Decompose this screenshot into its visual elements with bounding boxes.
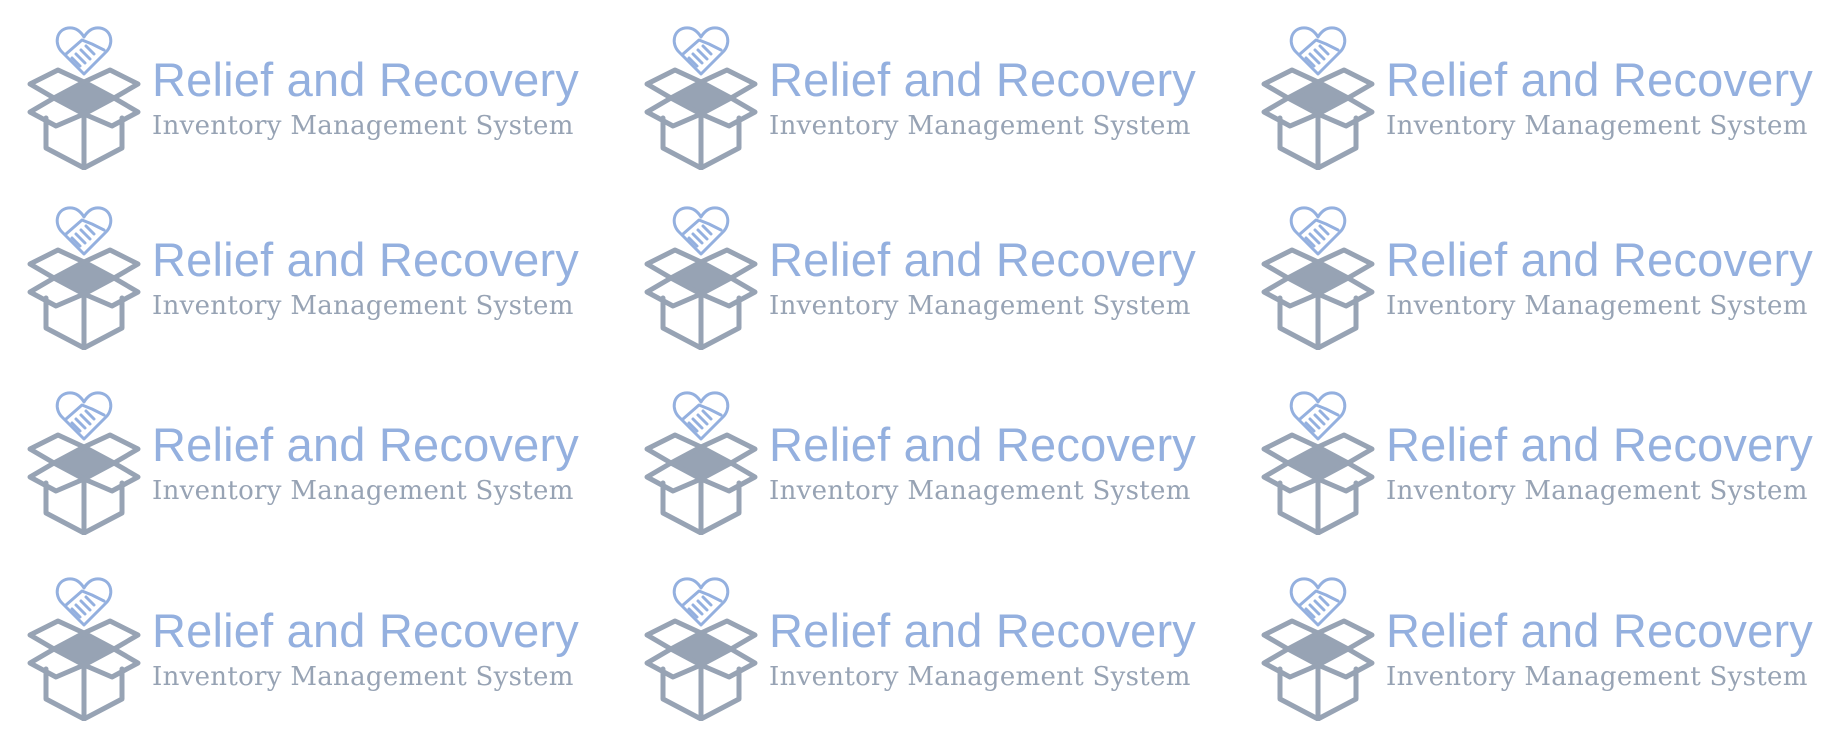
box-with-heart-handshake-icon [1261, 577, 1375, 721]
logo-tile-r3-c3: Relief and Recovery Inventory Management… [1234, 365, 1824, 535]
logo-tile-r1-c1: Relief and Recovery Inventory Management… [0, 0, 590, 170]
logo-tile-r2-c3: Relief and Recovery Inventory Management… [1234, 180, 1824, 350]
box-with-heart-handshake-icon [644, 577, 758, 721]
brand-subtitle: Inventory Management System [1386, 291, 1808, 321]
logo-tile-r3-c2: Relief and Recovery Inventory Management… [617, 365, 1207, 535]
brand-title: Relief and Recovery [769, 604, 1197, 657]
brand-subtitle: Inventory Management System [152, 291, 574, 321]
brand-subtitle: Inventory Management System [769, 291, 1191, 321]
logo-tile-r1-c3: Relief and Recovery Inventory Management… [1234, 0, 1824, 170]
brand-subtitle: Inventory Management System [769, 476, 1191, 506]
brand-subtitle: Inventory Management System [152, 662, 574, 692]
box-with-heart-handshake-icon [644, 391, 758, 535]
logo-tile-r3-c1: Relief and Recovery Inventory Management… [0, 365, 590, 535]
brand-title: Relief and Recovery [1386, 604, 1814, 657]
box-with-heart-handshake-icon [1261, 26, 1375, 170]
brand-title: Relief and Recovery [152, 53, 580, 106]
brand-title: Relief and Recovery [769, 233, 1197, 286]
box-with-heart-handshake-icon [27, 391, 141, 535]
brand-subtitle: Inventory Management System [769, 662, 1191, 692]
logo-tile-r1-c2: Relief and Recovery Inventory Management… [617, 0, 1207, 170]
brand-title: Relief and Recovery [1386, 233, 1814, 286]
logo-tile-r4-c3: Relief and Recovery Inventory Management… [1234, 551, 1824, 721]
box-with-heart-handshake-icon [644, 206, 758, 350]
brand-title: Relief and Recovery [1386, 418, 1814, 471]
box-with-heart-handshake-icon [27, 206, 141, 350]
box-with-heart-handshake-icon [1261, 206, 1375, 350]
brand-subtitle: Inventory Management System [152, 476, 574, 506]
box-with-heart-handshake-icon [644, 26, 758, 170]
logo-tile-r2-c2: Relief and Recovery Inventory Management… [617, 180, 1207, 350]
brand-title: Relief and Recovery [769, 418, 1197, 471]
brand-subtitle: Inventory Management System [769, 111, 1191, 141]
brand-title: Relief and Recovery [152, 418, 580, 471]
box-with-heart-handshake-icon [1261, 391, 1375, 535]
logo-tile-r4-c2: Relief and Recovery Inventory Management… [617, 551, 1207, 721]
brand-subtitle: Inventory Management System [1386, 476, 1808, 506]
brand-title: Relief and Recovery [1386, 53, 1814, 106]
brand-title: Relief and Recovery [152, 604, 580, 657]
brand-title: Relief and Recovery [769, 53, 1197, 106]
brand-subtitle: Inventory Management System [1386, 111, 1808, 141]
box-with-heart-handshake-icon [27, 577, 141, 721]
brand-title: Relief and Recovery [152, 233, 580, 286]
brand-subtitle: Inventory Management System [1386, 662, 1808, 692]
box-with-heart-handshake-icon [27, 26, 141, 170]
brand-subtitle: Inventory Management System [152, 111, 574, 141]
logo-tile-r2-c1: Relief and Recovery Inventory Management… [0, 180, 590, 350]
logo-tile-r4-c1: Relief and Recovery Inventory Management… [0, 551, 590, 721]
